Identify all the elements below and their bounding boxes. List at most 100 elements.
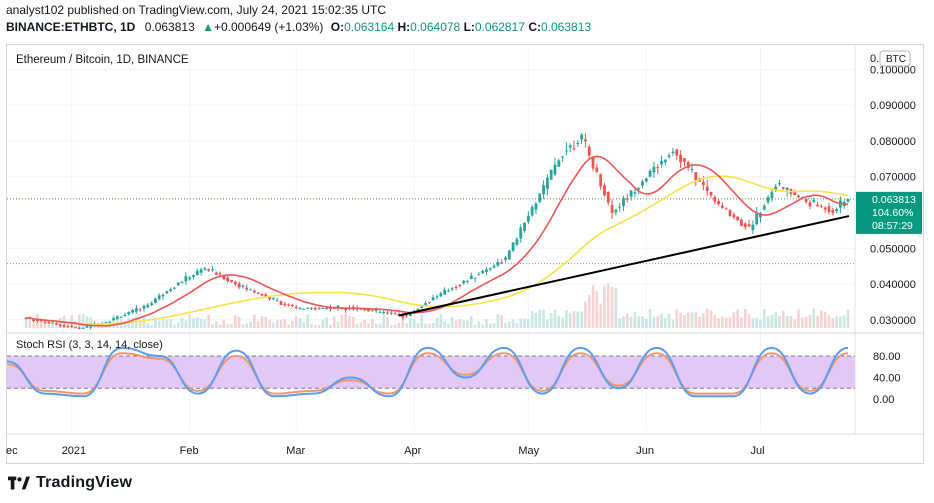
volume-bar xyxy=(409,318,412,328)
volume-bar xyxy=(648,309,652,328)
volume-bar xyxy=(431,323,435,328)
volume-bar xyxy=(359,322,363,328)
volume-bar xyxy=(660,313,663,328)
volume-bar xyxy=(606,283,610,328)
candle-body xyxy=(564,150,568,152)
candle-body xyxy=(644,178,648,182)
volume-bar xyxy=(138,320,142,328)
candle-body xyxy=(618,206,622,208)
volume-bar xyxy=(275,320,279,328)
candle-body xyxy=(252,290,256,293)
candle-body xyxy=(138,309,142,311)
volume-bar xyxy=(820,310,823,328)
tradingview-wordmark: TradingView xyxy=(36,474,133,491)
candle-body xyxy=(701,181,705,186)
candle-body xyxy=(466,280,469,282)
candle-body xyxy=(283,303,287,306)
volume-bar xyxy=(363,319,367,328)
stoch-rsi-title: Stoch RSI (3, 3, 14, 14, close) xyxy=(16,339,163,351)
volume-bar xyxy=(591,285,595,328)
volume-bar xyxy=(146,323,150,328)
volume-bar xyxy=(789,316,793,328)
candle-body xyxy=(656,167,660,169)
candle-body xyxy=(774,186,778,190)
trend-line xyxy=(398,215,850,317)
volume-bar xyxy=(89,317,93,328)
candle-body xyxy=(405,315,408,317)
volume-bar xyxy=(203,319,207,328)
volume-bar xyxy=(492,323,496,328)
candle-body xyxy=(317,308,321,310)
volume-bar xyxy=(488,323,492,328)
volume-bar xyxy=(511,319,515,328)
volume-bar xyxy=(694,311,698,328)
candle-body xyxy=(523,222,526,231)
stoch-rsi-tick-label: 40.00 xyxy=(873,373,901,385)
volume-bar xyxy=(587,294,591,328)
candle-body xyxy=(538,193,542,203)
candle-body xyxy=(606,191,610,203)
candle-body xyxy=(481,270,485,274)
volume-bar xyxy=(234,315,237,328)
candle-body xyxy=(705,186,709,192)
candle-body xyxy=(268,296,271,300)
volume-bar xyxy=(808,315,812,328)
close-label: C: xyxy=(528,20,541,34)
candle-body xyxy=(652,166,656,173)
candle-body xyxy=(325,308,329,310)
candle-body xyxy=(192,275,195,277)
candle-body xyxy=(549,169,553,180)
volume-bar xyxy=(774,312,777,328)
candle-body xyxy=(169,289,173,292)
candle-body xyxy=(743,223,747,228)
volume-bar xyxy=(793,318,797,328)
volume-bar xyxy=(801,317,804,328)
volume-bar xyxy=(614,288,618,328)
volume-bar xyxy=(245,323,249,328)
candle-body xyxy=(831,210,835,214)
volume-bar xyxy=(150,324,153,328)
candle-body xyxy=(443,289,447,295)
candle-body xyxy=(218,273,222,275)
last-price-badge xyxy=(856,191,922,234)
candle-body xyxy=(176,282,180,285)
candle-body xyxy=(249,289,252,291)
candle-body xyxy=(526,216,530,222)
candle-body xyxy=(142,305,146,309)
volume-bar xyxy=(294,316,298,328)
candle-body xyxy=(469,275,473,280)
volume-bar xyxy=(85,316,89,328)
time-tick-label: May xyxy=(518,445,539,457)
volume-bar xyxy=(812,308,816,328)
candle-body xyxy=(759,213,762,218)
candle-body xyxy=(793,191,797,196)
volume-bar xyxy=(462,320,465,328)
volume-bar xyxy=(169,319,172,328)
volume-bar xyxy=(306,314,309,328)
volume-bar xyxy=(469,315,473,328)
candle-body xyxy=(245,287,249,290)
candle-body xyxy=(770,191,774,199)
candle-body xyxy=(32,318,36,322)
candle-body xyxy=(717,201,721,205)
volume-bar xyxy=(317,324,321,328)
price-tick-label: 0.030000 xyxy=(870,315,916,327)
time-tick-label: 2021 xyxy=(62,445,86,457)
volume-bar xyxy=(207,314,210,328)
candle-body xyxy=(671,151,675,154)
volume-bar xyxy=(424,323,427,328)
candle-body xyxy=(755,212,759,225)
candle-body xyxy=(762,205,766,210)
candle-body xyxy=(89,326,93,328)
candle-body xyxy=(603,185,606,196)
candle-body xyxy=(835,209,838,212)
candle-body xyxy=(682,158,686,163)
candle-body xyxy=(428,302,431,304)
volume-bar xyxy=(500,315,504,328)
candle-body xyxy=(226,277,230,282)
volume-bar xyxy=(576,311,580,328)
volume-bar xyxy=(116,315,119,328)
volume-bar xyxy=(39,319,43,328)
symbol-ohlc-line: BINANCE:ETHBTC, 1D 0.063813 ▲+0.000649 (… xyxy=(6,20,591,34)
